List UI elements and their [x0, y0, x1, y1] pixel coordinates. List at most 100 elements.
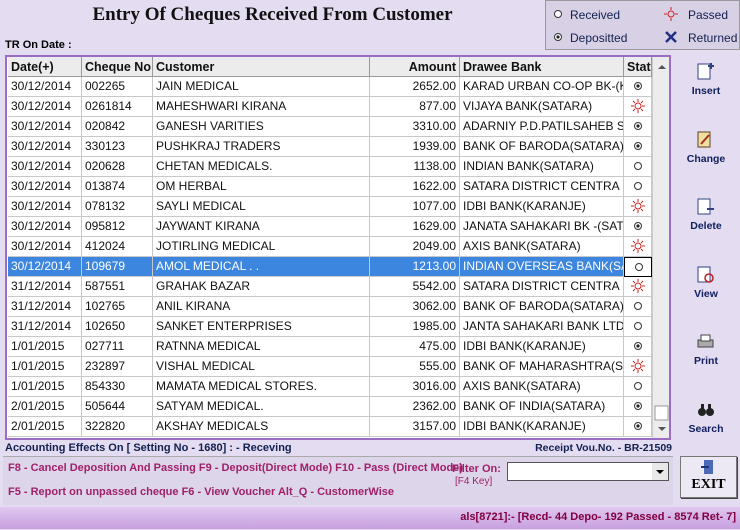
table-cell: MAMATA MEDICAL STORES. [153, 377, 370, 397]
table-cell: 1939.00 [370, 137, 460, 157]
table-cell: 854330 [82, 377, 153, 397]
table-cell: BANK OF BARODA(SATARA) [460, 137, 624, 157]
title: Entry Of Cheques Received From Customer [92, 4, 453, 25]
status-cell [624, 297, 652, 317]
table-cell: 475.00 [370, 337, 460, 357]
table-cell: GANESH VARITIES [153, 117, 370, 137]
status-icon [634, 302, 642, 310]
table-cell: VIJAYA BANK(SATARA) [460, 97, 624, 117]
scrollbar [652, 57, 669, 438]
toolbar-button[interactable]: Search [674, 400, 738, 450]
toolbar-button[interactable]: Print [674, 332, 738, 382]
table-cell: 102765 [82, 297, 153, 317]
column-header: Cheque No [82, 57, 153, 77]
filter-dropdown[interactable] [507, 462, 669, 481]
toolbar-button[interactable]: Change [674, 130, 738, 180]
button-icon [698, 403, 714, 416]
button-label: Change [686, 152, 726, 165]
table-cell: PUSHKRAJ TRADERS [153, 137, 370, 157]
cheque-table[interactable]: Date(+) Cheque No Customer Amount Drawee Ban… [5, 55, 671, 440]
table-cell: 095812 [82, 217, 153, 237]
table-cell: 078132 [82, 197, 153, 217]
status-icon [634, 82, 642, 90]
dropdown-arrow [652, 463, 668, 480]
table-cell: 30/12/2014 [8, 117, 82, 137]
status-cell [624, 237, 652, 257]
status-cell [624, 117, 652, 137]
table-cell: 232897 [82, 357, 153, 377]
table-cell: CHETAN MEDICALS. [153, 157, 370, 177]
tr-on-date: TR On Date : [5, 39, 72, 51]
exit-icon [701, 460, 713, 474]
table-cell: 30/12/2014 [8, 157, 82, 177]
table-cell: 3062.00 [370, 297, 460, 317]
table-cell: ADARNIY P.D.PATILSAHEB S [460, 117, 624, 137]
button-label: Insert [691, 85, 721, 97]
table-cell: JANTA SAHAKARI BANK LTD [460, 317, 624, 337]
button-label: Print [694, 355, 718, 367]
table-cell: 555.00 [370, 357, 460, 377]
table-cell: INDIAN OVERSEAS BANK(SA [460, 257, 624, 277]
table-cell: JOTIRLING MEDICAL [153, 237, 370, 257]
table-cell: 322820 [82, 417, 153, 437]
legend: Received Passed Depositted Returned [545, 0, 740, 50]
table-cell: 1077.00 [370, 197, 460, 217]
icon-returned [665, 31, 677, 43]
column-header: Amount [370, 57, 460, 77]
button-icon [697, 63, 714, 80]
status-icon [634, 382, 642, 390]
table-cell: JANATA SAHAKARI BK -(SAT [460, 217, 624, 237]
table-cell: RATNNA MEDICAL [153, 337, 370, 357]
table-cell: 102650 [82, 317, 153, 337]
table-cell: BANK OF INDIA(SATARA) [460, 397, 624, 417]
status-cell [624, 197, 652, 217]
table-cell: 0261814 [82, 97, 153, 117]
scroll-arrows [654, 65, 669, 431]
status-cell [624, 257, 652, 277]
table-cell: SATARA DISTRICT CENTRA [460, 177, 624, 197]
toolbar-button[interactable]: Delete [674, 197, 738, 247]
legend-label: Depositted [570, 31, 628, 45]
status-cell [624, 137, 652, 157]
status-cell [624, 417, 652, 437]
table-cell: 412024 [82, 237, 153, 257]
table-cell: GRAHAK BAZAR [153, 277, 370, 297]
exit-button[interactable]: EXIT [680, 456, 737, 498]
table-cell: 330123 [82, 137, 153, 157]
table-cell: 013874 [82, 177, 153, 197]
status-icon [631, 99, 645, 113]
table-cell: 31/12/2014 [8, 277, 82, 297]
key-hint: F5 - Report on unpassed cheque F6 - View… [8, 486, 394, 498]
filter-label: Filter On: [452, 463, 501, 475]
status-cell [624, 337, 652, 357]
legend-label: Passed [688, 8, 729, 22]
status-icon [634, 402, 642, 410]
table-cell: AMOL MEDICAL . . [153, 257, 370, 277]
button-label: Search [688, 422, 724, 435]
table-cell: 020628 [82, 157, 153, 177]
status-icon [631, 359, 645, 373]
button-icon [697, 198, 714, 215]
table-cell: 1213.00 [370, 257, 460, 277]
status-icon [634, 162, 642, 170]
status-icon [634, 182, 642, 190]
table-cell: 31/12/2014 [8, 297, 82, 317]
table-cell: 30/12/2014 [8, 217, 82, 237]
table-cell: ANIL KIRANA [153, 297, 370, 317]
table-cell: IDBI BANK(KARANJE) [460, 417, 624, 437]
table-cell: 3016.00 [370, 377, 460, 397]
table-cell: 1629.00 [370, 217, 460, 237]
table-cell: 31/12/2014 [8, 317, 82, 337]
table-cell: 002265 [82, 77, 153, 97]
table-cell: 3310.00 [370, 117, 460, 137]
toolbar-button[interactable]: Insert [674, 62, 738, 112]
table-cell: 2049.00 [370, 237, 460, 257]
column-header: Statu [624, 57, 652, 77]
status-icon [634, 142, 642, 150]
toolbar-button[interactable]: View [674, 265, 738, 315]
status-cell [624, 377, 652, 397]
button-icon [697, 131, 711, 147]
table-cell: 2652.00 [370, 77, 460, 97]
table-cell: 30/12/2014 [8, 77, 82, 97]
table-cell: BANK OF MAHARASHTRA(SA [460, 357, 624, 377]
